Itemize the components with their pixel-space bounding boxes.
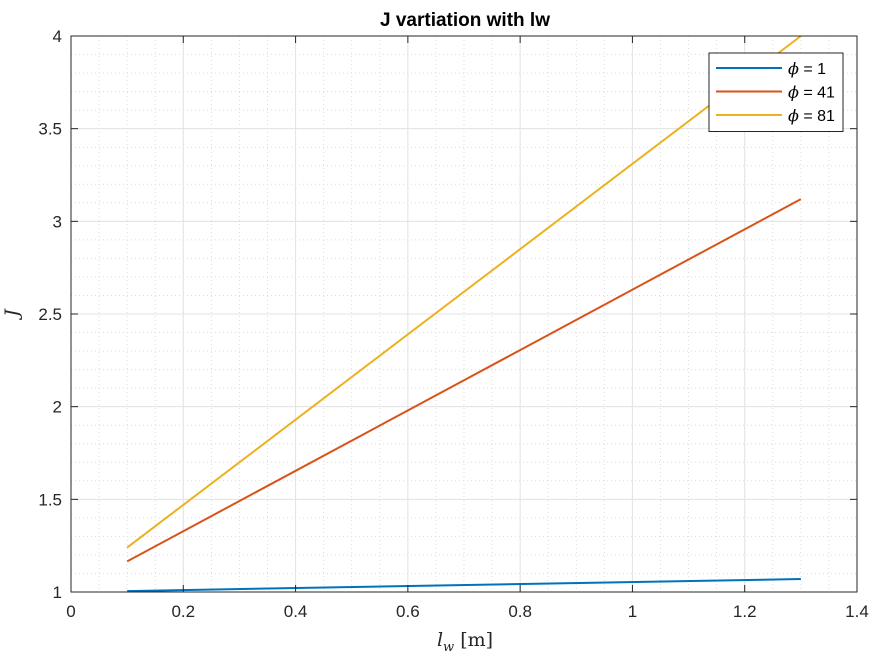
x-tick-label: 0.6 xyxy=(396,602,420,621)
y-tick-label: 3 xyxy=(53,212,62,231)
series-layer xyxy=(126,35,802,593)
legend-phi-symbol: ϕ xyxy=(788,59,799,78)
legend-entry-3: ϕ = 81 xyxy=(788,106,835,125)
legend-entry-2: ϕ = 41 xyxy=(788,83,835,102)
legend-entry-value: = 81 xyxy=(799,108,835,125)
legend-entry-1: ϕ = 1 xyxy=(788,59,826,78)
y-tick-label: 1 xyxy=(53,583,62,602)
series-line-1 xyxy=(127,578,801,593)
x-axis-ticks: 0 0.2 0.4 0.6 0.8 1 1.2 1.4 xyxy=(66,36,869,621)
x-tick-label: 0.4 xyxy=(284,602,308,621)
x-tick-label: 1.2 xyxy=(733,602,757,621)
legend-entry-value: = 1 xyxy=(799,61,826,78)
x-tick-label: 1 xyxy=(628,602,637,621)
legend-phi-symbol: ϕ xyxy=(788,106,799,125)
x-tick-label: 0.2 xyxy=(171,602,195,621)
y-axis-label: J xyxy=(1,308,23,321)
y-tick-label: 2.5 xyxy=(38,305,62,324)
x-axis-label-unit: [m] xyxy=(460,629,493,651)
x-axis-label-sub: w xyxy=(443,640,454,655)
legend-entry-value: = 41 xyxy=(799,85,835,102)
legend: ϕ = 1ϕ = 41ϕ = 81 xyxy=(708,52,844,132)
x-tick-label: 0 xyxy=(66,602,75,621)
y-tick-label: 3.5 xyxy=(38,120,62,139)
series-line-2 xyxy=(126,198,802,563)
series-line-3 xyxy=(126,35,802,549)
y-tick-label: 1.5 xyxy=(38,490,62,509)
y-axis-ticks: 1 1.5 2 2.5 3 3.5 4 xyxy=(38,27,857,602)
x-tick-label: 1.4 xyxy=(845,602,869,621)
y-tick-label: 2 xyxy=(53,398,62,417)
x-axis-label: lw [m] xyxy=(437,629,493,655)
y-tick-label: 4 xyxy=(53,27,62,46)
x-tick-label: 0.8 xyxy=(508,602,532,621)
x-axis-label-var: l xyxy=(437,629,443,651)
chart-title: J vartiation with lw xyxy=(380,10,550,31)
legend-phi-symbol: ϕ xyxy=(788,83,799,102)
